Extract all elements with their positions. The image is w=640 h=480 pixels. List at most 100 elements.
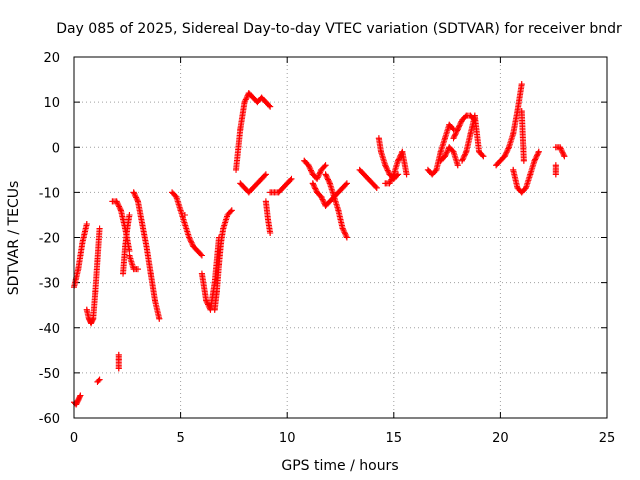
series-trace bbox=[120, 211, 133, 277]
data-point bbox=[254, 180, 261, 187]
data-point bbox=[441, 135, 448, 142]
data-point bbox=[314, 189, 321, 196]
series-s05 bbox=[115, 351, 122, 372]
series-s01 bbox=[71, 392, 84, 408]
data-point bbox=[245, 90, 252, 97]
data-point bbox=[518, 81, 525, 88]
data-point bbox=[173, 193, 180, 200]
data-point bbox=[94, 257, 101, 264]
y-tick-label: -30 bbox=[39, 277, 60, 292]
data-point bbox=[375, 135, 382, 142]
data-point bbox=[79, 239, 86, 246]
series-s10 bbox=[169, 189, 205, 259]
data-point bbox=[117, 207, 124, 214]
data-point bbox=[258, 175, 265, 182]
data-point bbox=[467, 130, 474, 137]
data-point bbox=[301, 157, 308, 164]
data-point bbox=[531, 157, 538, 164]
series-trace bbox=[211, 207, 235, 313]
data-point bbox=[237, 180, 244, 187]
data-point bbox=[211, 279, 218, 286]
series-s03 bbox=[83, 225, 103, 327]
data-point bbox=[429, 171, 436, 178]
data-point bbox=[505, 144, 512, 151]
series-s06 bbox=[109, 198, 133, 255]
data-point bbox=[275, 189, 282, 196]
x-tick-label: 10 bbox=[279, 431, 296, 446]
data-point bbox=[314, 175, 321, 182]
data-point bbox=[250, 94, 257, 101]
data-point bbox=[395, 157, 402, 164]
data-point bbox=[369, 180, 376, 187]
series-s32 bbox=[552, 162, 559, 178]
data-point bbox=[331, 193, 338, 200]
data-point bbox=[265, 216, 272, 223]
data-point bbox=[113, 198, 120, 205]
data-point bbox=[318, 166, 325, 173]
series-s14 bbox=[233, 90, 274, 173]
data-point bbox=[322, 171, 329, 178]
series-s02 bbox=[71, 220, 90, 291]
data-point bbox=[343, 234, 350, 241]
data-point bbox=[378, 148, 385, 155]
data-point bbox=[360, 171, 367, 178]
x-tick-label: 15 bbox=[386, 431, 403, 446]
data-point bbox=[437, 148, 444, 155]
series-s20 bbox=[322, 171, 350, 241]
data-point bbox=[215, 261, 222, 268]
data-point bbox=[224, 211, 231, 218]
data-point bbox=[83, 306, 90, 313]
data-point bbox=[177, 207, 184, 214]
data-point bbox=[343, 180, 350, 187]
y-tick-label: 20 bbox=[43, 51, 60, 66]
data-point bbox=[497, 157, 504, 164]
data-point bbox=[326, 198, 333, 205]
data-point bbox=[510, 130, 517, 137]
series-trace bbox=[130, 189, 163, 322]
data-point bbox=[450, 135, 457, 142]
data-point bbox=[309, 171, 316, 178]
data-point bbox=[433, 166, 440, 173]
data-point bbox=[126, 252, 133, 259]
data-point bbox=[245, 189, 252, 196]
series-trace bbox=[94, 376, 103, 385]
data-point bbox=[190, 243, 197, 250]
data-point bbox=[169, 189, 176, 196]
y-tick-label: 10 bbox=[43, 96, 60, 111]
data-point bbox=[480, 153, 487, 160]
grid bbox=[74, 57, 607, 418]
series-s17 bbox=[267, 175, 295, 196]
data-point bbox=[186, 234, 193, 241]
data-point bbox=[220, 225, 227, 232]
series-s29 bbox=[510, 148, 542, 196]
data-point bbox=[279, 184, 286, 191]
series-s11 bbox=[181, 211, 188, 218]
data-point bbox=[522, 184, 529, 191]
data-point bbox=[262, 171, 269, 178]
data-point bbox=[262, 198, 269, 205]
data-point bbox=[267, 229, 274, 236]
x-tick-label: 5 bbox=[176, 431, 184, 446]
data-point bbox=[518, 108, 525, 115]
data-point bbox=[96, 376, 103, 383]
data-point bbox=[213, 288, 220, 295]
data-point bbox=[527, 171, 534, 178]
series-s27 bbox=[459, 112, 487, 164]
series-trace bbox=[109, 198, 133, 255]
data-point bbox=[459, 157, 466, 164]
data-point bbox=[326, 180, 333, 187]
data-point bbox=[390, 171, 397, 178]
data-point bbox=[284, 180, 291, 187]
y-tick-label: 0 bbox=[52, 141, 60, 156]
series-s08 bbox=[126, 252, 141, 273]
data-point bbox=[561, 153, 568, 160]
y-tick-label: -20 bbox=[39, 232, 60, 247]
series-s25 bbox=[437, 144, 461, 169]
series-s16 bbox=[262, 198, 274, 236]
y-tick-label: -60 bbox=[39, 412, 60, 427]
data-point bbox=[446, 144, 453, 151]
data-point bbox=[386, 180, 393, 187]
y-tick-label: -40 bbox=[39, 322, 60, 337]
axis-ticks: 0 5 10 15 20 25 -60 -50 -40 -30 -20 -10 0 10 20 bbox=[39, 51, 616, 446]
chart-title: Day 085 of 2025, Sidereal Day-to-day VTE… bbox=[56, 21, 622, 37]
